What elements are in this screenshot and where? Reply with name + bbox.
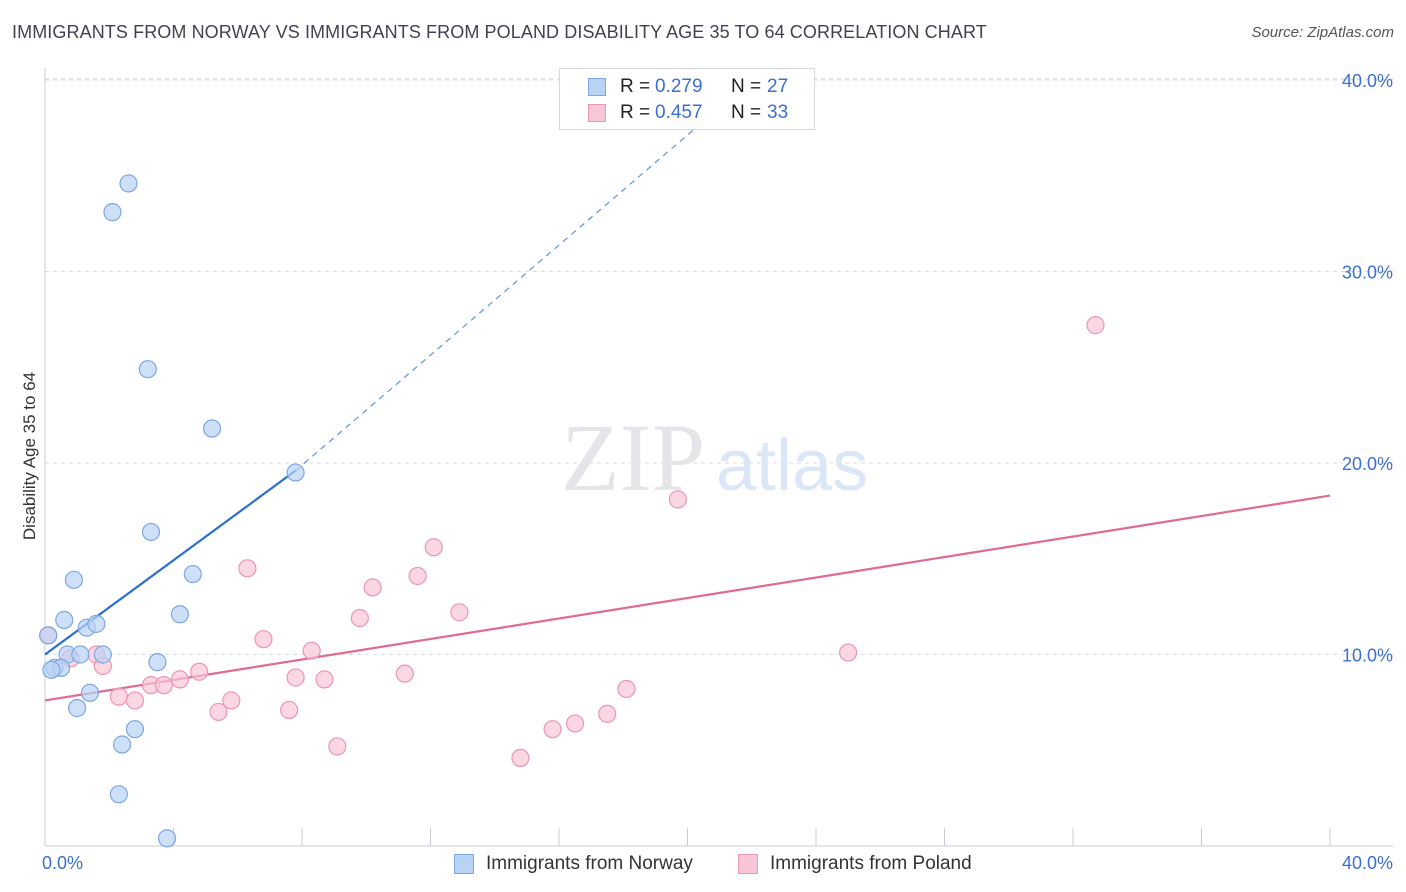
norway-point — [64, 570, 84, 589]
norway-point — [119, 174, 138, 193]
chart-title: IMMIGRANTS FROM NORWAY VS IMMIGRANTS FRO… — [12, 22, 987, 42]
poland-point — [350, 609, 369, 628]
norway-point — [112, 735, 132, 754]
watermark-atlas: atlas — [716, 426, 868, 506]
norway-point — [93, 645, 112, 664]
n-value: 27 — [767, 76, 789, 97]
norway-point — [141, 522, 161, 542]
source-credit: Source: ZipAtlas.com — [1251, 24, 1394, 41]
norway-legend-swatch — [454, 854, 474, 874]
data-points — [39, 174, 1105, 848]
norway-point — [148, 653, 167, 672]
norway-point — [125, 720, 145, 739]
y-axis-label: Disability Age 35 to 64 — [20, 372, 39, 540]
x-tick-label: 0.0% — [42, 853, 83, 873]
norway-point — [87, 614, 106, 633]
norway-point — [80, 683, 100, 702]
norway-swatch — [588, 78, 606, 96]
poland-point — [839, 643, 858, 662]
poland-point — [363, 578, 382, 597]
norway-point — [202, 419, 222, 438]
poland-trend-line — [44, 494, 1331, 702]
poland-swatch — [588, 104, 606, 122]
poland-point — [598, 704, 617, 723]
x-tick-label: 40.0% — [1342, 853, 1393, 873]
poland-point — [328, 737, 347, 756]
poland-point — [617, 679, 636, 699]
poland-point — [395, 664, 414, 683]
axes — [44, 68, 1393, 847]
norway-point — [109, 785, 128, 804]
poland-point — [280, 700, 299, 720]
poland-point — [668, 490, 687, 509]
norway-point — [138, 360, 157, 379]
poland-point — [222, 691, 241, 710]
poland-point — [315, 670, 334, 689]
norway-point — [68, 699, 87, 718]
y-tick-label: 30.0% — [1342, 263, 1393, 283]
norway-point — [157, 829, 177, 848]
poland-point — [511, 748, 530, 768]
y-tick-label: 20.0% — [1342, 454, 1393, 474]
n-label: N = — [731, 102, 762, 123]
norway-point — [39, 626, 58, 645]
y-tick-label: 10.0% — [1342, 646, 1393, 666]
poland-point — [450, 603, 469, 622]
r-value: 0.457 — [655, 102, 703, 123]
poland-point — [170, 670, 190, 689]
norway-point — [55, 610, 74, 630]
norway-point — [42, 660, 61, 679]
norway-point — [103, 203, 122, 222]
r-label: R = — [620, 76, 651, 97]
poland-point — [154, 676, 173, 695]
poland-point — [565, 714, 585, 733]
poland-point — [408, 566, 427, 586]
n-value: 33 — [767, 102, 789, 123]
correlation-legend: R = 0.279 N = 27 R = 0.457 N = 33 — [559, 68, 815, 130]
tick-labels: 10.0% 20.0% 30.0% 40.0% 0.0% 40.0% — [42, 71, 1393, 873]
poland-point — [286, 668, 305, 687]
poland-point — [254, 630, 273, 649]
poland-point — [424, 538, 443, 557]
poland-point — [209, 702, 228, 722]
norway-point — [183, 564, 202, 584]
poland-legend-swatch — [738, 854, 758, 874]
watermark: ZIP atlas — [561, 404, 868, 511]
y-tick-label: 40.0% — [1342, 71, 1393, 91]
trend-lines — [44, 79, 1331, 702]
norway-trend-extension — [295, 79, 753, 472]
n-label: N = — [731, 76, 762, 97]
norway-point — [170, 605, 190, 624]
poland-point — [1086, 316, 1105, 335]
norway-point — [286, 463, 305, 482]
poland-point — [109, 687, 128, 706]
poland-point — [302, 641, 321, 660]
norway-point — [71, 645, 90, 664]
legend-label-poland: Immigrants from Poland — [770, 853, 972, 874]
poland-point — [190, 662, 209, 681]
legend-label-norway: Immigrants from Norway — [486, 853, 693, 874]
r-label: R = — [620, 102, 651, 123]
poland-point — [238, 559, 257, 578]
poland-point — [125, 691, 145, 710]
poland-point — [543, 720, 562, 739]
r-value: 0.279 — [655, 76, 703, 97]
series-legend: Immigrants from Norway Immigrants from P… — [0, 852, 1406, 878]
